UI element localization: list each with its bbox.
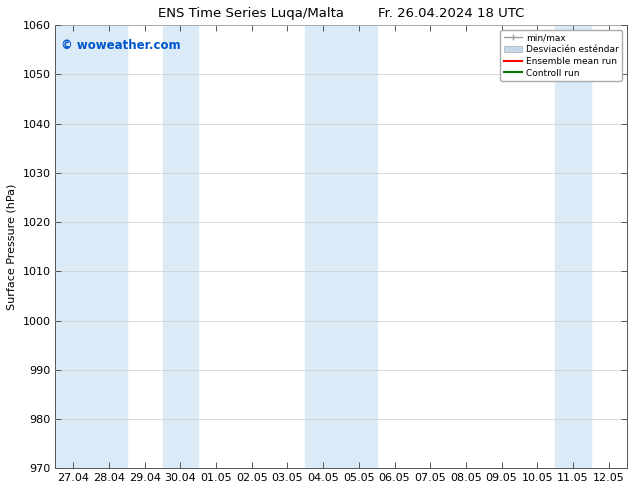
Bar [91,25,127,468]
Text: © woweather.com: © woweather.com [61,39,181,51]
Bar [56,25,91,468]
Title: ENS Time Series Luqa/Malta        Fr. 26.04.2024 18 UTC: ENS Time Series Luqa/Malta Fr. 26.04.202… [158,7,524,20]
Bar [306,25,341,468]
Bar [341,25,377,468]
Legend: min/max, Desviacién esténdar, Ensemble mean run, Controll run: min/max, Desviacién esténdar, Ensemble m… [500,30,622,81]
Bar [555,25,591,468]
Bar [162,25,198,468]
Y-axis label: Surface Pressure (hPa): Surface Pressure (hPa) [7,184,17,310]
